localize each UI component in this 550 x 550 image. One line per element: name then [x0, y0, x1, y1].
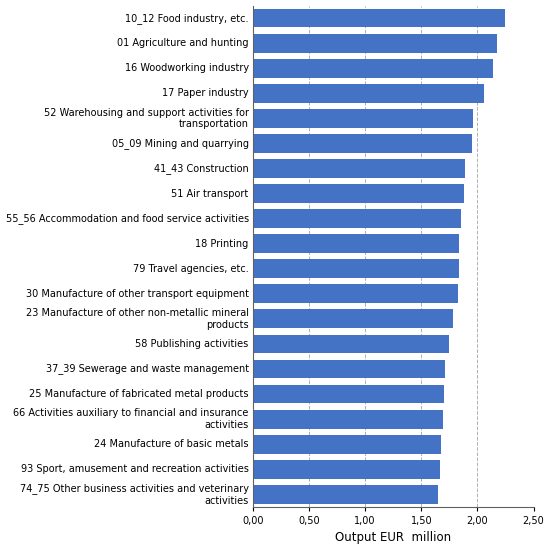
Bar [253, 9, 505, 28]
Bar [253, 34, 497, 53]
X-axis label: Output EUR  million: Output EUR million [335, 531, 451, 544]
Bar [253, 84, 484, 103]
Bar [253, 134, 472, 153]
Bar [253, 209, 460, 228]
Bar [253, 360, 445, 378]
Bar [253, 384, 444, 404]
Bar [253, 260, 459, 278]
Bar [253, 59, 493, 78]
Bar [253, 460, 441, 478]
Bar [253, 109, 473, 128]
Bar [253, 310, 453, 328]
Bar [253, 334, 449, 353]
Bar [253, 184, 464, 203]
Bar [253, 234, 459, 253]
Bar [253, 410, 443, 428]
Bar [253, 485, 438, 504]
Bar [253, 435, 442, 454]
Bar [253, 159, 465, 178]
Bar [253, 284, 458, 303]
